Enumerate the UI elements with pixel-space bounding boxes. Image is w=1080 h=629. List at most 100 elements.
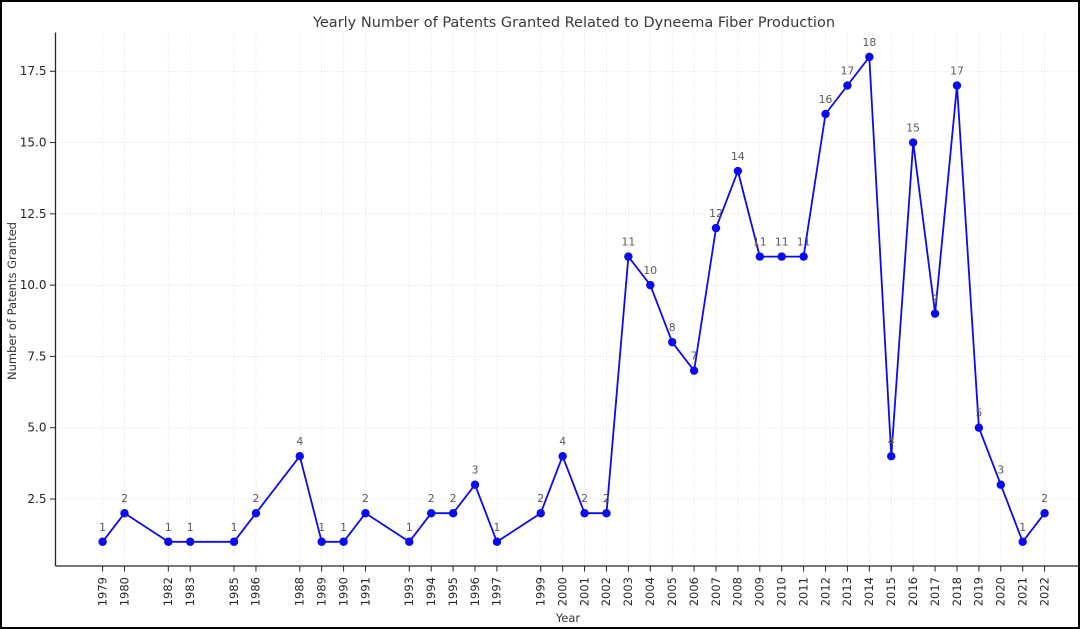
x-tick-label: 2003	[621, 577, 635, 606]
y-tick-label: 7.5	[27, 349, 46, 363]
data-point	[711, 223, 721, 233]
point-value-label: 4	[888, 435, 895, 448]
data-point	[339, 537, 348, 546]
data-point	[930, 309, 940, 318]
data-point	[229, 537, 239, 546]
data-point	[624, 252, 633, 261]
point-value-label: 15	[906, 122, 920, 135]
point-value-label: 3	[997, 464, 1004, 477]
data-point	[952, 81, 962, 90]
point-value-label: 18	[862, 36, 876, 49]
x-tick-label: 2020	[994, 577, 1008, 606]
x-tick-label: 2000	[555, 577, 569, 606]
data-point	[558, 452, 567, 461]
point-value-label: 7	[691, 350, 698, 363]
point-value-label: 11	[753, 236, 767, 249]
data-point	[448, 509, 458, 518]
x-tick-label: 2002	[599, 577, 613, 606]
x-tick-label: 2005	[665, 577, 679, 606]
point-value-label: 1	[318, 521, 325, 534]
point-value-label: 11	[621, 236, 635, 249]
data-point	[536, 509, 545, 518]
x-tick-label: 1994	[424, 577, 438, 606]
point-value-label: 1	[406, 521, 413, 534]
data-point	[295, 452, 304, 461]
x-tick-label: 2014	[862, 577, 876, 606]
series-line	[101, 56, 1046, 543]
point-value-label: 4	[559, 435, 566, 448]
y-tick-label: 2.5	[27, 492, 46, 506]
x-tick-label: 2006	[687, 577, 701, 606]
chart-title: Yearly Number of Patents Granted Related…	[312, 15, 835, 31]
point-value-label: 1	[340, 521, 347, 534]
x-tick-label: 2015	[884, 577, 898, 606]
x-tick-label: 1986	[249, 577, 263, 606]
x-tick-label: 1980	[117, 577, 131, 606]
y-tick-label: 10.0	[20, 278, 47, 292]
point-value-label: 17	[950, 65, 964, 78]
data-point	[405, 537, 414, 546]
data-point	[120, 509, 129, 518]
data-point	[1040, 509, 1049, 518]
data-point	[908, 138, 918, 147]
point-value-label: 14	[731, 150, 745, 163]
x-tick-label: 1996	[468, 577, 482, 606]
data-point	[777, 252, 786, 261]
x-tick-label: 1991	[358, 577, 372, 606]
point-value-label: 12	[709, 207, 723, 220]
data-point	[317, 537, 326, 546]
data-point	[667, 337, 677, 347]
x-tick-label: 2021	[1015, 577, 1029, 606]
point-value-label: 1	[1019, 521, 1026, 534]
point-value-label: 10	[643, 264, 657, 277]
axis-spines	[54, 32, 1078, 567]
data-point	[799, 252, 808, 261]
y-axis-label: Number of Patents Granted	[5, 222, 19, 380]
x-tick-label: 1997	[490, 577, 504, 606]
x-tick-label: 1985	[227, 577, 241, 606]
point-value-label: 17	[841, 65, 855, 78]
x-tick-label: 2016	[906, 577, 920, 606]
point-value-label: 2	[450, 492, 457, 505]
x-tick-label: 1990	[336, 577, 350, 606]
point-value-label: 2	[537, 492, 544, 505]
point-value-label: 2	[428, 492, 435, 505]
point-value-label: 2	[253, 492, 260, 505]
x-tick-label: 2001	[577, 577, 591, 606]
point-value-label: 11	[797, 236, 811, 249]
y-tick-label: 5.0	[27, 421, 46, 435]
x-tick-label: 2011	[796, 577, 810, 606]
point-value-label: 2	[581, 492, 588, 505]
x-tick-label: 2008	[731, 577, 745, 606]
point-value-label: 3	[472, 464, 479, 477]
point-value-label: 11	[775, 236, 789, 249]
data-point	[646, 280, 655, 290]
y-tick-label: 15.0	[20, 136, 47, 150]
data-point	[865, 52, 874, 62]
data-point	[887, 452, 896, 461]
x-tick-label: 2017	[928, 577, 942, 606]
data-point	[427, 509, 436, 518]
x-tick-label: 1993	[402, 577, 416, 606]
point-value-label: 1	[99, 521, 106, 534]
x-tick-label: 2004	[643, 577, 657, 606]
point-value-label: 2	[362, 492, 369, 505]
data-point	[689, 366, 699, 375]
point-value-label: 1	[165, 521, 172, 534]
x-axis-label: Year	[555, 611, 581, 625]
data-point	[580, 509, 589, 518]
x-tick-label: 2010	[775, 577, 789, 606]
data-point	[755, 252, 765, 261]
point-value-label: 1	[231, 521, 238, 534]
x-tick-label: 2009	[753, 577, 767, 606]
point-value-label: 5	[975, 407, 982, 420]
x-tick-labels: 1979 1980 1982 1983 1985 1986 1988 1989 1990 1991…	[95, 577, 1051, 606]
data-point	[164, 537, 173, 546]
x-tick-label: 1982	[161, 577, 175, 606]
point-value-label: 4	[296, 435, 303, 448]
x-tick-label: 2018	[950, 577, 964, 606]
data-point	[186, 537, 195, 546]
